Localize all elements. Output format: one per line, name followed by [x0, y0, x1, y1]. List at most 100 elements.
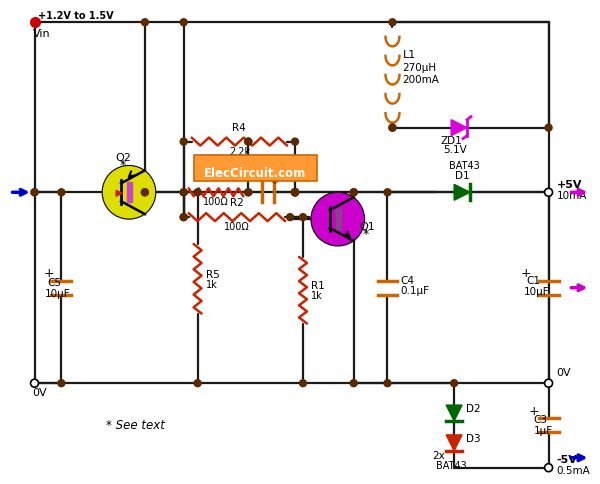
- Circle shape: [299, 380, 307, 387]
- Circle shape: [350, 189, 357, 197]
- Text: BAT43: BAT43: [449, 161, 479, 171]
- Text: 2x: 2x: [432, 450, 445, 460]
- Circle shape: [350, 189, 357, 197]
- Text: C4: C4: [400, 275, 415, 285]
- Circle shape: [292, 189, 299, 197]
- Circle shape: [31, 189, 38, 197]
- Circle shape: [545, 464, 553, 472]
- Circle shape: [292, 189, 299, 197]
- Text: 100Ω: 100Ω: [203, 197, 229, 207]
- Circle shape: [545, 380, 552, 387]
- Text: *: *: [120, 159, 126, 172]
- Circle shape: [292, 189, 299, 197]
- Polygon shape: [116, 191, 122, 197]
- Polygon shape: [451, 121, 467, 136]
- Circle shape: [292, 189, 299, 197]
- Text: 0V: 0V: [32, 387, 47, 397]
- Circle shape: [389, 125, 396, 132]
- Text: 100Ω: 100Ω: [224, 222, 250, 232]
- Text: 10μF: 10μF: [44, 288, 70, 298]
- Text: R2: R2: [230, 198, 244, 208]
- Text: R5: R5: [206, 269, 219, 279]
- Circle shape: [292, 139, 299, 146]
- Circle shape: [545, 189, 552, 197]
- Circle shape: [299, 214, 307, 221]
- Circle shape: [180, 189, 187, 197]
- Text: R3: R3: [209, 173, 223, 183]
- Text: 0.5mA: 0.5mA: [557, 465, 590, 475]
- Text: +5V: +5V: [557, 180, 582, 190]
- Circle shape: [245, 139, 252, 146]
- Bar: [336, 210, 341, 229]
- Circle shape: [545, 379, 553, 387]
- Circle shape: [31, 379, 38, 387]
- Text: D2: D2: [466, 403, 481, 413]
- Text: 200mA: 200mA: [403, 75, 439, 85]
- Circle shape: [384, 380, 391, 387]
- Circle shape: [287, 214, 293, 221]
- Circle shape: [545, 125, 552, 132]
- Circle shape: [180, 214, 187, 221]
- Text: ElecCircuit.com: ElecCircuit.com: [204, 166, 307, 180]
- Polygon shape: [446, 405, 462, 421]
- Circle shape: [384, 189, 391, 197]
- Circle shape: [194, 189, 201, 197]
- FancyBboxPatch shape: [194, 156, 317, 182]
- Text: +: +: [43, 266, 54, 279]
- Circle shape: [102, 166, 156, 220]
- Text: +: +: [529, 404, 539, 417]
- Circle shape: [31, 189, 38, 197]
- Text: *: *: [271, 177, 277, 190]
- Circle shape: [180, 20, 187, 27]
- Text: ZD1: ZD1: [440, 136, 462, 145]
- Circle shape: [350, 380, 357, 387]
- Polygon shape: [446, 435, 462, 451]
- Circle shape: [180, 214, 187, 221]
- Text: *: *: [362, 227, 369, 241]
- Text: Vin: Vin: [32, 29, 50, 39]
- Text: 1k: 1k: [206, 279, 217, 289]
- Text: +: +: [521, 266, 532, 279]
- Text: 10mA: 10mA: [557, 191, 587, 201]
- Circle shape: [180, 189, 187, 197]
- Circle shape: [58, 380, 65, 387]
- Circle shape: [245, 189, 252, 197]
- Circle shape: [311, 193, 365, 246]
- Text: 270μH: 270μH: [403, 63, 437, 73]
- Circle shape: [245, 139, 252, 146]
- Text: 0V: 0V: [557, 367, 571, 378]
- Text: 1k: 1k: [311, 290, 323, 301]
- Circle shape: [451, 380, 458, 387]
- Text: L1: L1: [403, 50, 416, 60]
- Circle shape: [245, 189, 252, 197]
- Text: +1.2V to 1.5V: +1.2V to 1.5V: [38, 11, 113, 21]
- Text: 2.2k: 2.2k: [229, 146, 250, 156]
- Text: C1: C1: [527, 275, 541, 285]
- Circle shape: [545, 464, 552, 471]
- Bar: [127, 183, 132, 203]
- Polygon shape: [454, 185, 470, 201]
- Text: C2: C2: [258, 170, 272, 180]
- Text: Q1: Q1: [359, 222, 376, 231]
- Circle shape: [545, 380, 552, 387]
- Text: Q2: Q2: [115, 153, 131, 163]
- Text: R4: R4: [232, 122, 246, 132]
- Text: 0.1μF: 0.1μF: [400, 285, 430, 295]
- Text: D1: D1: [455, 171, 469, 181]
- Circle shape: [142, 189, 148, 197]
- Circle shape: [292, 189, 299, 197]
- Text: 5.1V: 5.1V: [443, 144, 467, 154]
- Text: C3: C3: [533, 415, 548, 424]
- Circle shape: [180, 139, 187, 146]
- Circle shape: [194, 380, 201, 387]
- Text: 1μF: 1μF: [533, 425, 553, 436]
- Circle shape: [142, 20, 148, 27]
- Circle shape: [389, 125, 396, 132]
- Circle shape: [545, 189, 553, 197]
- Text: D3: D3: [466, 433, 481, 443]
- Text: * See text: * See text: [106, 418, 165, 431]
- Text: BAT43: BAT43: [436, 460, 467, 470]
- Circle shape: [389, 20, 396, 27]
- Text: R1: R1: [311, 281, 325, 291]
- Text: C5: C5: [47, 277, 61, 287]
